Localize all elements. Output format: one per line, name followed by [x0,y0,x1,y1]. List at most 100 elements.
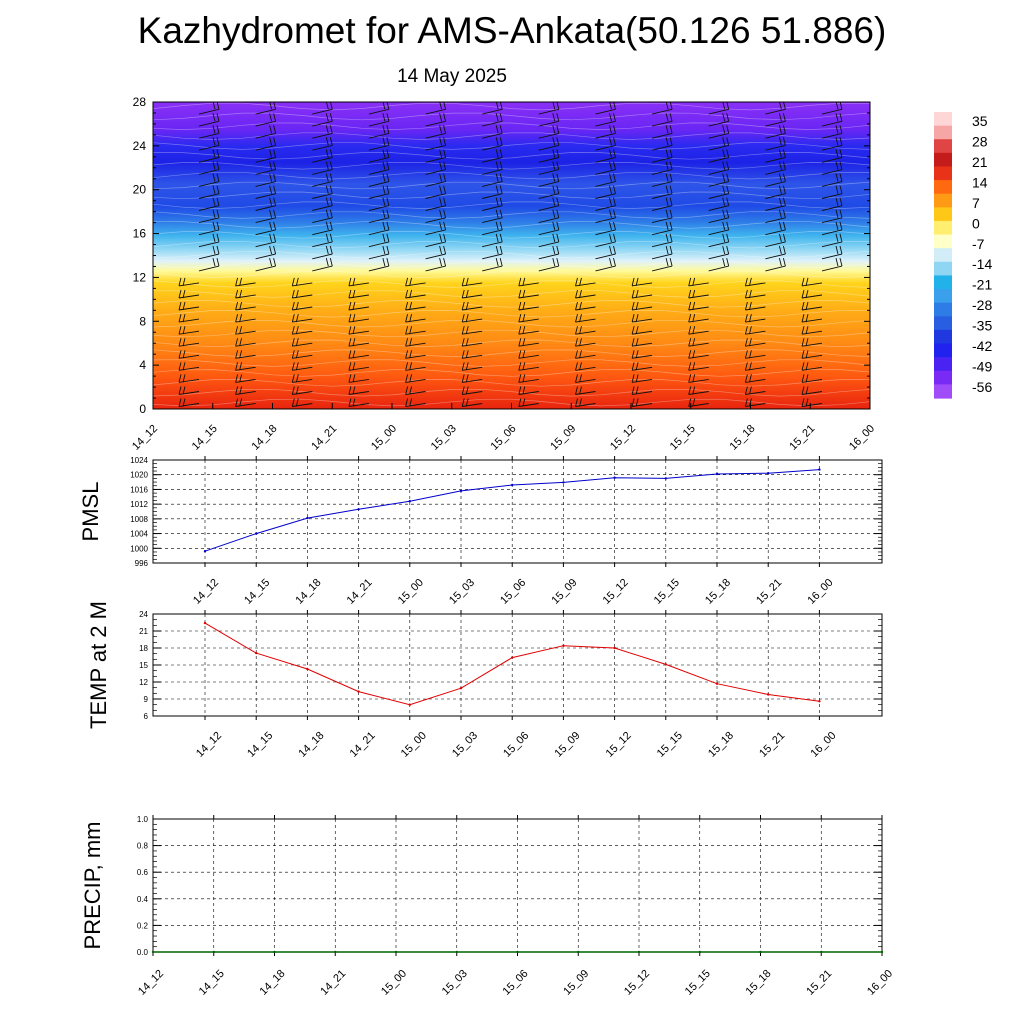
pmsl-point [459,489,463,493]
wind-barb [425,161,447,175]
wind-barb [518,277,539,287]
wind-barb [291,398,313,407]
wind-barb [708,233,730,248]
wind-barb [255,197,277,211]
wind-barb [538,233,560,248]
precip-x-tick-label: 15_15 [683,968,713,998]
contour-line [153,142,870,150]
wind-barb [348,326,369,335]
precip-point [880,950,884,954]
wind-barb [651,173,673,187]
precip-ylabel: PRECIP, mm [80,822,105,950]
pmsl-point [511,483,514,487]
precip-x-tick-label: 15_09 [561,968,591,998]
wind-barb [482,137,503,151]
section-x-tick-label: 15_03 [429,423,459,453]
wind-barb [765,245,786,260]
section-x-tick-label: 15_18 [728,423,758,453]
wind-barb [348,289,369,299]
section-x-tick-label: 15_15 [668,423,698,453]
precip-point [577,950,580,954]
wind-barb [255,137,277,151]
wind-barb [708,185,730,199]
wind-barb [821,197,843,211]
section-y-tick-label: 24 [133,139,147,153]
wind-barb [235,350,256,359]
wind-barb [425,113,447,127]
wind-barb [425,209,447,224]
colorbar-label: -14 [972,256,992,272]
wind-barb [461,313,483,323]
wind-barb [405,374,426,383]
wind-barb [651,149,673,163]
wind-barb [235,289,256,299]
wind-barb [595,149,616,163]
wind-barb [688,301,709,311]
precip-x-tick-label: 15_00 [379,968,409,998]
wind-barb [255,209,277,224]
wind-barb [178,362,200,371]
wind-barb [235,277,256,287]
wind-barb [538,102,560,115]
temp-2m-x-tick-label: 15_03 [450,730,480,760]
wind-barb [744,386,766,395]
wind-barb [482,185,503,199]
temp-2m-x-tick-label: 15_15 [655,730,685,760]
wind-barb [425,185,447,199]
colorbar-label: 14 [972,174,988,190]
wind-barb [348,313,369,323]
pmsl-x-tick-label: 14_12 [191,577,221,607]
wind-barb [425,137,447,151]
section-x-tick-label: 15_00 [369,423,399,453]
precip-x-tick-label: 14_12 [136,968,166,998]
pmsl-x-tick-label: 15_15 [652,577,682,607]
wind-barb [255,113,277,127]
wind-barb [575,289,596,299]
wind-barb [765,161,786,175]
precip-x-tick-label: 16_00 [865,968,895,998]
pmsl-x-tick-label: 15_06 [498,577,528,607]
wind-barb [688,350,709,359]
temp-2m-x-tick-label: 15_00 [399,730,429,760]
wind-barb [688,374,709,383]
wind-barb [482,209,503,224]
wind-barb [405,362,426,371]
wind-barb [312,245,333,260]
wind-barbs [178,102,843,407]
colorbar-swatch [934,193,952,208]
wind-barb [198,125,220,139]
wind-barb [744,277,766,287]
wind-barb [291,386,313,395]
wind-barb [291,338,313,347]
colorbar-swatch [934,261,952,277]
colorbar-swatch [934,112,952,127]
wind-barb [651,245,673,260]
contour-line [153,132,870,140]
wind-barb [575,398,596,407]
contour-line [153,379,870,387]
wind-barb [708,197,730,211]
colorbar-swatch [934,302,952,317]
wind-barb [312,125,333,139]
wind-barb [255,233,277,248]
colorbar-swatch [934,357,952,372]
wind-barb [708,209,730,224]
wind-barb [482,233,503,248]
wind-barb [312,137,333,151]
colorbar-label: -28 [972,297,992,313]
temp-2m-point [715,682,719,685]
contour-line [153,112,870,121]
wind-barb [595,113,616,127]
wind-barb [518,374,539,383]
wind-barb [291,301,313,311]
wind-barb [651,185,673,199]
colorbar-swatch [934,125,952,140]
wind-barb [178,374,200,383]
temp-2m-y-tick-label: 18 [139,644,148,653]
wind-barb [405,326,426,335]
wind-barb [461,374,483,383]
chart-title: Kazhydromet for AMS-Ankata(50.126 51.886… [137,10,887,51]
wind-barb [235,313,256,323]
wind-barb [821,125,843,139]
